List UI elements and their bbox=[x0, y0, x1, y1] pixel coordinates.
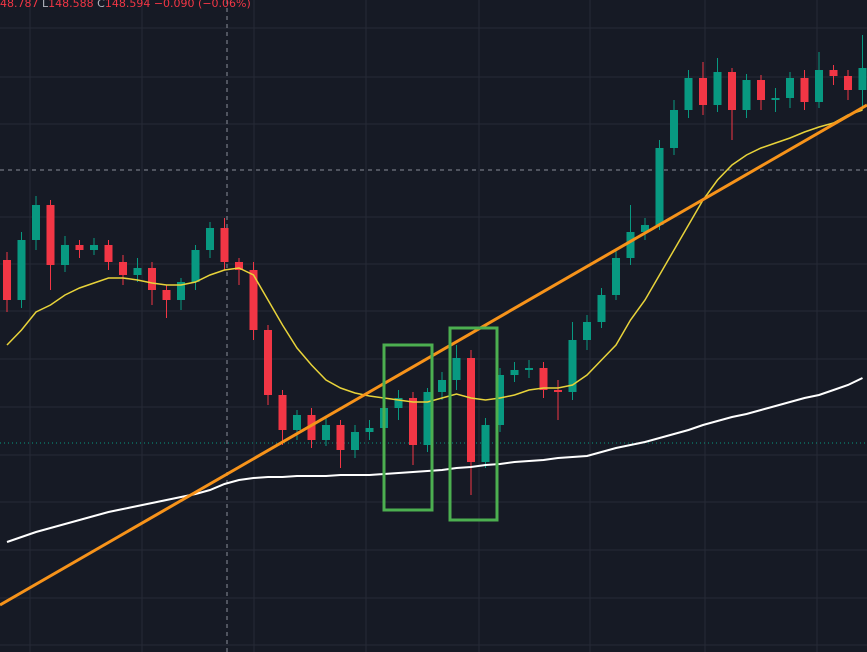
candle-body bbox=[800, 78, 809, 102]
candle-body bbox=[264, 330, 272, 395]
low-label: L bbox=[42, 0, 49, 10]
candle-body bbox=[684, 78, 693, 110]
candle-body bbox=[148, 268, 156, 290]
moving-average bbox=[6, 109, 863, 403]
candle-body bbox=[626, 232, 635, 258]
candle-body bbox=[206, 228, 214, 250]
candle-body bbox=[162, 290, 171, 300]
highlight-box bbox=[448, 326, 499, 522]
candle-body bbox=[467, 358, 475, 462]
highlight-box bbox=[382, 343, 434, 512]
candle-body bbox=[844, 76, 852, 90]
change: −0.090 (−0.06%) bbox=[153, 0, 251, 10]
candle-body bbox=[177, 282, 185, 300]
candle-body bbox=[481, 425, 490, 462]
candle-body bbox=[786, 78, 794, 98]
candle-body bbox=[742, 80, 751, 110]
candle-body bbox=[249, 270, 258, 330]
candle-body bbox=[220, 228, 229, 262]
candle-body bbox=[409, 398, 417, 445]
candle-body bbox=[438, 380, 446, 392]
candle-body bbox=[336, 425, 345, 450]
close: 148.594 bbox=[104, 0, 151, 10]
candle-body bbox=[17, 240, 26, 300]
candle-body bbox=[510, 370, 519, 375]
candle-body bbox=[365, 428, 374, 432]
candle-body bbox=[191, 250, 200, 282]
ohlc-header: 48.787 L148.588 C148.594 −0.090 (−0.06%) bbox=[0, 0, 251, 10]
candle-body bbox=[293, 415, 301, 430]
candle-body bbox=[670, 110, 678, 148]
candle-body bbox=[858, 68, 867, 90]
low: 148.588 bbox=[48, 0, 94, 10]
candle-body bbox=[525, 368, 533, 370]
candle-body bbox=[771, 98, 780, 100]
candle-body bbox=[278, 395, 287, 430]
candle-body bbox=[46, 205, 55, 265]
candle-body bbox=[423, 392, 432, 445]
candle-body bbox=[75, 245, 84, 250]
candle-body bbox=[568, 340, 577, 392]
close-label: C bbox=[97, 0, 105, 10]
candle-body bbox=[119, 262, 127, 275]
candle-body bbox=[554, 390, 562, 392]
candle-body bbox=[757, 80, 765, 100]
candle-body bbox=[612, 258, 620, 295]
candle-body bbox=[104, 245, 113, 262]
candle-body bbox=[394, 398, 403, 408]
candle-body bbox=[307, 415, 316, 440]
candle-body bbox=[235, 262, 243, 270]
candle-body bbox=[815, 70, 823, 102]
candle-body bbox=[641, 225, 649, 232]
candle-body bbox=[61, 245, 69, 265]
candle-body bbox=[829, 70, 838, 76]
open: 48.787 bbox=[0, 0, 39, 10]
candle-body bbox=[583, 322, 591, 340]
candle-body bbox=[713, 72, 722, 105]
candle-body bbox=[90, 245, 98, 250]
candle-body bbox=[728, 72, 736, 110]
candle-body bbox=[32, 205, 40, 240]
moving-average bbox=[6, 377, 863, 543]
candle-body bbox=[452, 358, 461, 380]
candle-body bbox=[322, 425, 330, 440]
candle-body bbox=[351, 432, 359, 450]
candle-body bbox=[655, 148, 664, 225]
candle-body bbox=[3, 260, 11, 300]
marks bbox=[3, 35, 867, 543]
candle-body bbox=[496, 375, 504, 425]
candle-body bbox=[597, 295, 606, 322]
candle-body bbox=[133, 268, 142, 275]
candle-body bbox=[699, 78, 707, 105]
candle-body bbox=[539, 368, 548, 390]
